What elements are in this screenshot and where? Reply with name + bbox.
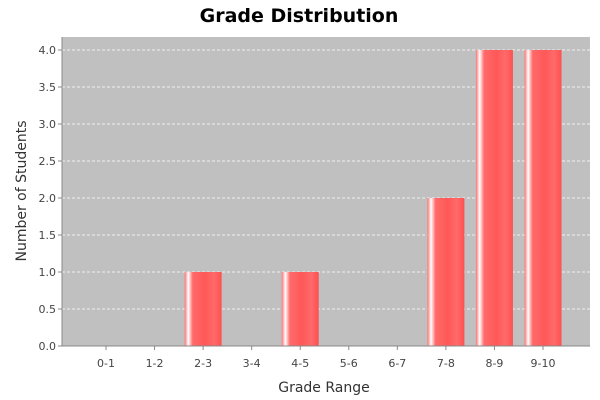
- y-axis-ticks: 0.0 0.5 1.0 1.5 2.0 2.5 3.0 3.5 4.0: [39, 44, 62, 353]
- bar-8-9: [475, 50, 513, 346]
- bar-7-8: [427, 198, 465, 346]
- x-tick-label: 9-10: [531, 357, 556, 370]
- x-tick-label: 4-5: [291, 357, 309, 370]
- x-tick-label: 8-9: [485, 357, 503, 370]
- x-tick-label: 2-3: [194, 357, 212, 370]
- bar-4-5: [281, 272, 319, 346]
- y-tick-label: 2.0: [39, 192, 57, 205]
- x-axis-title: Grade Range: [278, 380, 370, 396]
- y-tick-label: 2.5: [39, 155, 57, 168]
- bars: [184, 50, 562, 346]
- y-tick-label: 1.0: [39, 266, 57, 279]
- x-tick-label: 1-2: [146, 357, 164, 370]
- y-tick-label: 0.5: [39, 303, 57, 316]
- x-axis-ticks: 0-1 1-2 2-3 3-4 4-5 5-6 6-7 7-8 8-9 9-10: [97, 346, 555, 370]
- y-tick-label: 0.0: [39, 340, 57, 353]
- y-tick-label: 3.0: [39, 118, 57, 131]
- bar-2-3: [184, 272, 222, 346]
- bar-9-10: [524, 50, 562, 346]
- x-tick-label: 7-8: [437, 357, 455, 370]
- chart-title: Grade Distribution: [200, 5, 399, 27]
- y-axis-title: Number of Students: [14, 120, 30, 261]
- x-tick-label: 3-4: [243, 357, 261, 370]
- x-tick-label: 5-6: [340, 357, 358, 370]
- x-tick-label: 0-1: [97, 357, 115, 370]
- x-tick-label: 6-7: [388, 357, 406, 370]
- y-tick-label: 1.5: [39, 229, 57, 242]
- y-tick-label: 3.5: [39, 81, 57, 94]
- y-tick-label: 4.0: [39, 44, 57, 57]
